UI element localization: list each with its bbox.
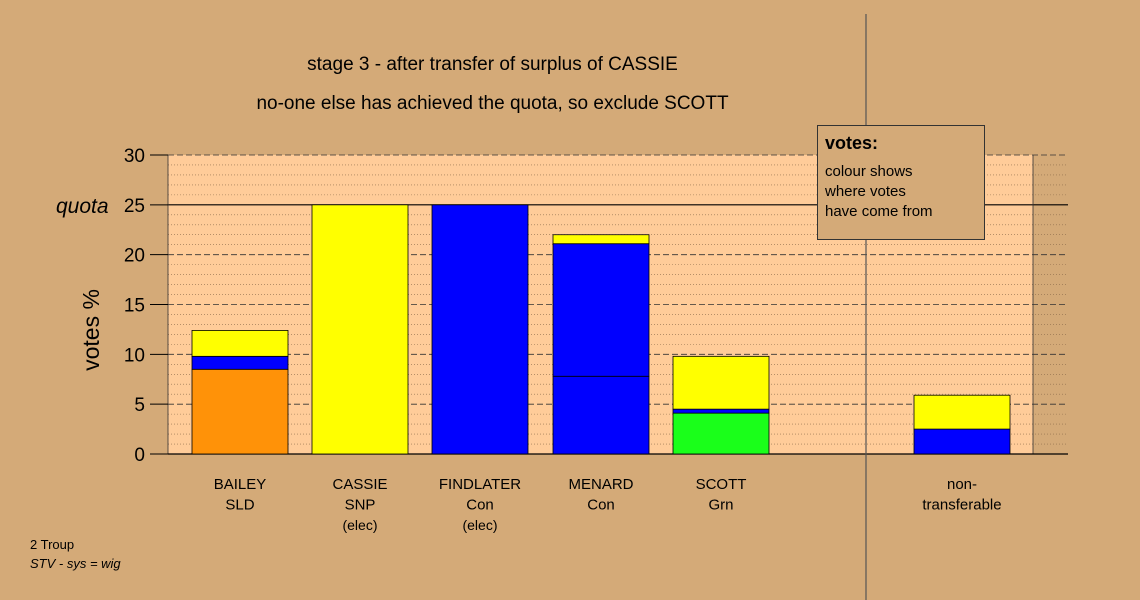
bar-segment-bailey-sld [191,368,289,455]
bar-segment-menard-snp [552,234,650,245]
y-tick-label: 0 [134,445,145,466]
footer-ward: 2 Troup [30,537,75,552]
y-axis-label: votes % [78,289,104,371]
category-label: non- [947,476,977,493]
y-tick-label: 30 [124,146,145,167]
y-tick-label: 20 [124,246,145,267]
y-tick-label: 5 [134,395,145,416]
footer-system: STV - sys = wig [30,556,121,571]
category-label: (elec) [462,517,497,533]
bar-segment-scott-con [672,408,770,414]
category-label: MENARD [568,476,633,493]
bar-segment-findlater-con [431,204,529,455]
category-label: SCOTT [696,476,747,493]
bar-segment-bailey-snp [191,330,289,357]
bar-segment-scott-grn [672,412,770,455]
category-label: SLD [225,497,254,514]
category-label: Con [466,497,494,514]
bar-segment-menard-con [552,243,650,377]
category-label: SNP [345,497,376,514]
legend-box: votes: colour shows where votes have com… [817,125,985,240]
category-label: Con [587,497,615,514]
chart-title-line-2: no-one else has achieved the quota, so e… [256,93,729,114]
bar-segment-menard-con [552,375,650,455]
chart-title-line-1: stage 3 - after transfer of surplus of C… [307,54,678,75]
category-label: (elec) [342,517,377,533]
bar-segment-bailey-con [191,355,289,370]
y-tick-label: 25 [124,196,145,217]
legend-line-1: colour shows [825,163,913,180]
y-tick-label: 15 [124,296,145,317]
y-tick-label: 10 [124,345,145,366]
category-label: CASSIE [332,476,387,493]
bar-segment-scott-snp [672,355,770,410]
bar-segment-cassie-snp [311,204,409,455]
category-label: transferable [922,497,1001,514]
bar-segment-non-con [913,428,1011,455]
legend-line-3: have come from [825,203,933,220]
legend-heading: votes: [825,133,879,153]
category-label: BAILEY [214,476,267,493]
category-label: Grn [708,497,733,514]
bar-segment-non-snp [913,394,1011,430]
category-label: FINDLATER [439,476,521,493]
legend-line-2: where votes [825,183,906,200]
quota-label: quota [56,195,109,218]
